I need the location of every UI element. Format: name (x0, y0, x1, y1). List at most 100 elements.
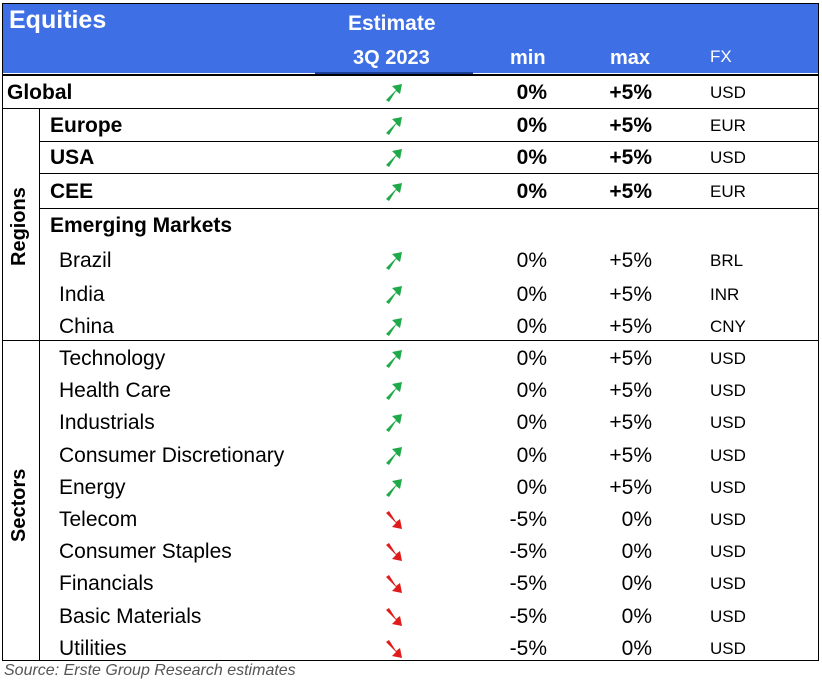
min-value: 0% (516, 411, 547, 435)
region-divider (40, 141, 818, 142)
trend-down-arrow-icon (383, 510, 405, 530)
min-value: -5% (509, 572, 547, 596)
global-divider (3, 108, 818, 109)
trend-up-arrow-icon (383, 349, 405, 369)
min-value: -5% (509, 636, 547, 660)
trend-up-arrow-icon (383, 413, 405, 433)
row-name: Telecom (59, 508, 138, 531)
fx-value: USD (710, 477, 746, 497)
fx-value: USD (710, 83, 746, 102)
fx-value: USD (710, 542, 746, 562)
row-name: Basic Materials (59, 604, 202, 628)
region-divider (40, 173, 818, 174)
max-value: +5% (609, 379, 652, 403)
trend-down-arrow-icon (383, 607, 405, 627)
fx-value: CNY (710, 317, 746, 336)
max-value: +5% (609, 283, 652, 306)
row-name: Consumer Staples (59, 540, 232, 564)
table-row: CEE 0% +5% EUR (0, 176, 822, 208)
fx-value: USD (710, 148, 746, 167)
row-name: Brazil (59, 249, 112, 272)
min-value: -5% (509, 508, 547, 531)
row-name: Health Care (59, 379, 172, 403)
trend-up-arrow-icon (383, 251, 405, 271)
row-name: China (59, 315, 114, 338)
table-frame (2, 3, 819, 661)
header-divider (3, 74, 818, 76)
trend-up-arrow-icon (383, 116, 405, 136)
period-underline (315, 72, 473, 74)
table-row: Emerging Markets (0, 210, 822, 242)
table-header (3, 4, 818, 73)
trend-up-arrow-icon (383, 182, 405, 202)
max-value: 0% (621, 540, 652, 564)
table-row: Industrials 0% +5% USD (0, 407, 822, 439)
fx-value: EUR (710, 182, 746, 201)
fx-value: USD (710, 381, 746, 401)
row-name: Financials (59, 572, 154, 596)
source-note: Source: Erste Group Research estimates (4, 662, 296, 679)
trend-up-arrow-icon (383, 446, 405, 466)
row-name: Utilities (59, 636, 127, 660)
row-name: Global (7, 81, 73, 104)
fx-value: USD (710, 413, 746, 433)
min-value: 0% (516, 249, 547, 272)
table-row: Global 0% +5% USD (0, 77, 822, 109)
trend-up-arrow-icon (383, 148, 405, 168)
trend-up-arrow-icon (383, 317, 405, 337)
fx-value: USD (710, 606, 746, 626)
row-name: Technology (59, 347, 166, 370)
trend-up-arrow-icon (383, 83, 405, 103)
min-value: 0% (516, 475, 547, 499)
min-value: 0% (516, 315, 547, 338)
table-row: Financials -5% 0% USD (0, 568, 822, 600)
min-value: 0% (516, 443, 547, 467)
row-name: USA (50, 146, 95, 169)
min-value: 0% (516, 180, 547, 203)
max-value: +5% (609, 443, 652, 467)
table-row: Telecom -5% 0% USD (0, 504, 822, 536)
fx-value: USD (710, 445, 746, 465)
table-title: Equities (9, 6, 107, 34)
min-value: 0% (516, 283, 547, 306)
min-value: 0% (516, 379, 547, 403)
table-row: Health Care 0% +5% USD (0, 375, 822, 407)
fx-value: INR (710, 285, 740, 304)
period-header: 3Q 2023 (353, 47, 430, 69)
max-value: +5% (609, 146, 652, 169)
trend-down-arrow-icon (383, 639, 405, 659)
row-name: Consumer Discretionary (59, 443, 285, 467)
trend-down-arrow-icon (383, 542, 405, 562)
fx-value: USD (710, 638, 746, 658)
fx-value: EUR (710, 116, 746, 135)
table-row: USA 0% +5% USD (0, 142, 822, 174)
estimate-header: Estimate (348, 12, 436, 35)
fx-value: USD (710, 510, 746, 529)
trend-down-arrow-icon (383, 574, 405, 594)
table-row: Brazil 0% +5% BRL (0, 245, 822, 277)
row-name: Industrials (59, 411, 155, 435)
table-row: Consumer Staples -5% 0% USD (0, 536, 822, 568)
min-value: 0% (516, 347, 547, 370)
max-value: 0% (621, 636, 652, 660)
trend-up-arrow-icon (383, 381, 405, 401)
max-value: 0% (621, 508, 652, 531)
fx-value: BRL (710, 251, 744, 270)
min-value: -5% (509, 604, 547, 628)
min-value: 0% (516, 81, 547, 104)
min-value: 0% (516, 114, 547, 137)
max-value: +5% (609, 315, 652, 338)
sectors-divider (3, 340, 818, 341)
table-row: Europe 0% +5% EUR (0, 110, 822, 142)
max-value: +5% (609, 81, 652, 104)
max-value: +5% (609, 249, 652, 272)
max-value: +5% (609, 411, 652, 435)
fx-value: USD (710, 349, 746, 368)
max-value: +5% (609, 475, 652, 499)
max-value: +5% (609, 114, 652, 137)
table-row: Energy 0% +5% USD (0, 472, 822, 504)
table-row: India 0% +5% INR (0, 279, 822, 311)
trend-up-arrow-icon (383, 285, 405, 305)
max-value (560, 210, 652, 242)
min-value: 0% (516, 146, 547, 169)
